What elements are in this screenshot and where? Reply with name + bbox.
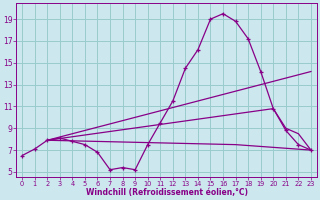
X-axis label: Windchill (Refroidissement éolien,°C): Windchill (Refroidissement éolien,°C) [85,188,248,197]
